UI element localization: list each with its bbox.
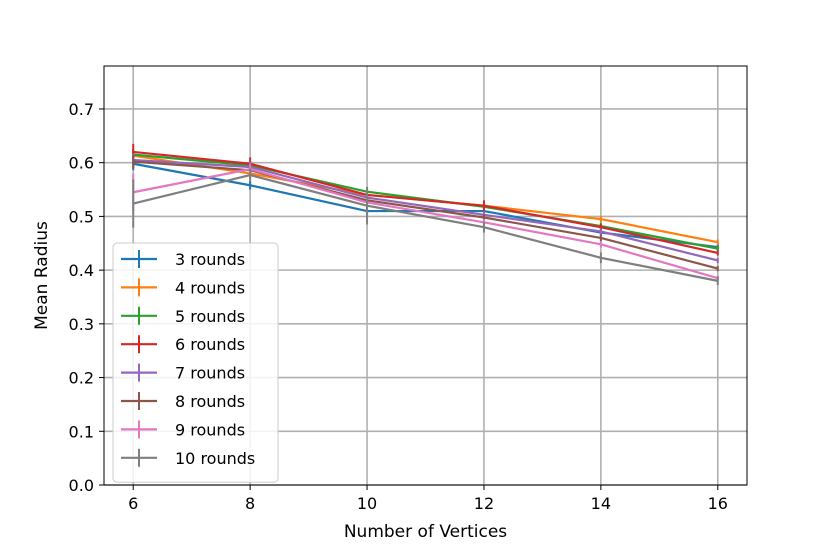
y-tick-label: 0.2 — [69, 369, 94, 388]
x-axis-label: Number of Vertices — [344, 522, 507, 542]
series-line — [133, 158, 719, 262]
legend-label: 5 rounds — [175, 307, 245, 326]
plot-frame — [103, 65, 748, 486]
series-layer — [132, 143, 719, 286]
y-tick-label: 0.5 — [69, 207, 94, 226]
legend-entry: 6 rounds — [121, 335, 245, 354]
legend: 3 rounds 4 rounds 5 rounds 6 rounds 7 rounds… — [112, 242, 279, 483]
y-tick-label: 0.4 — [69, 261, 94, 280]
series-8 — [132, 168, 719, 286]
legend-label: 6 rounds — [175, 335, 245, 354]
legend-entry: 3 rounds — [121, 250, 245, 269]
axis-ticks: 6 8 10 12 14 16 0.0 0.1 0.2 0.3 0.4 0.5 0.6 0.7 — [69, 100, 728, 513]
x-tick-label: 6 — [128, 494, 138, 513]
series-line — [133, 162, 718, 249]
legend-label: 10 rounds — [175, 449, 255, 468]
legend-label: 7 rounds — [175, 364, 245, 383]
y-tick-label: 0.3 — [69, 315, 94, 334]
legend-label: 3 rounds — [175, 250, 245, 269]
legend-entry: 7 rounds — [121, 363, 245, 383]
legend-label: 4 rounds — [175, 278, 245, 297]
y-tick-label: 0.0 — [69, 476, 94, 495]
x-tick-label: 8 — [245, 494, 255, 513]
legend-entry: 8 rounds — [121, 392, 245, 411]
series-line — [133, 150, 719, 255]
x-tick-label: 16 — [708, 494, 728, 513]
legend-label: 8 rounds — [175, 392, 245, 411]
y-axis-label: Mean Radius — [32, 221, 52, 330]
legend-entry: 4 rounds — [121, 278, 245, 297]
x-tick-label: 14 — [591, 494, 611, 513]
y-tick-label: 0.7 — [69, 100, 94, 119]
series-line — [133, 160, 719, 270]
series-line — [132, 173, 718, 282]
x-tick-label: 12 — [474, 494, 494, 513]
y-tick-label: 0.6 — [69, 154, 94, 173]
x-tick-label: 10 — [357, 494, 377, 513]
y-tick-label: 0.1 — [69, 422, 94, 441]
legend-entry: 10 rounds — [121, 448, 255, 468]
legend-box — [112, 242, 279, 483]
legend-entry: 5 rounds — [121, 306, 245, 326]
legend-label: 9 rounds — [175, 420, 245, 439]
series-1 — [132, 157, 719, 250]
legend-entry: 9 rounds — [121, 420, 245, 439]
series-line — [133, 168, 719, 280]
